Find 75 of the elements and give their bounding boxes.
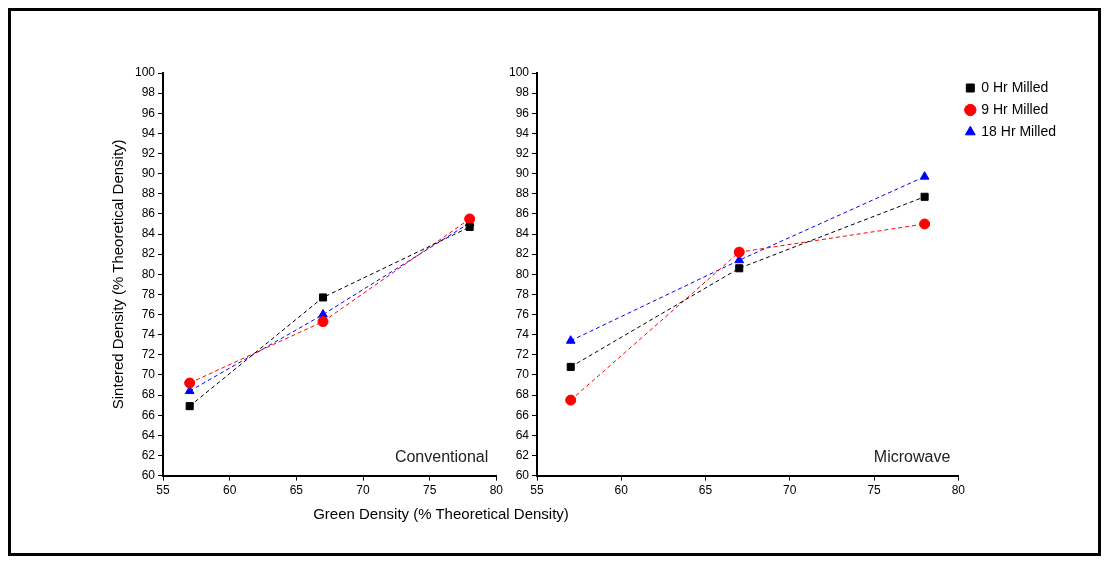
point (317, 316, 329, 328)
x-tick-label: 80 (951, 483, 966, 498)
y-tick-label: 96 (141, 105, 156, 120)
y-tick-label: 82 (515, 246, 530, 261)
y-tick-label: 98 (141, 85, 156, 100)
point (465, 222, 474, 232)
point (565, 394, 577, 406)
x-axis-title: Green Density (% Theoretical Density) (312, 505, 570, 522)
y-tick-label: 68 (141, 387, 156, 402)
y-tick-label: 60 (141, 467, 156, 482)
y-axis-title: Sintered Density (% Theoretical Density) (109, 139, 127, 410)
y-tick-label: 84 (141, 226, 156, 241)
y-tick-label: 90 (515, 165, 530, 180)
point (920, 192, 929, 201)
y-tick-label: 74 (515, 327, 530, 341)
point (919, 218, 931, 230)
x-tick-label: 70 (356, 483, 370, 498)
y-tick-label: 98 (515, 85, 530, 100)
y-tick-label: 78 (515, 286, 530, 301)
point (318, 293, 328, 302)
x-tick-label: 75 (867, 483, 882, 498)
y-tick-label: 96 (515, 105, 530, 120)
legend-label: 18 Hr Milled (981, 122, 1057, 139)
y-tick-label: 78 (141, 286, 156, 301)
x-tick-label: 75 (422, 483, 437, 498)
y-tick-label: 68 (515, 387, 530, 402)
y-tick-label: 94 (515, 125, 530, 140)
point (919, 171, 930, 180)
x-tick-label: 70 (783, 483, 797, 498)
point (735, 264, 744, 273)
y-tick-label: 94 (141, 125, 156, 140)
y-tick-label: 66 (515, 407, 530, 422)
y-tick-label: 86 (141, 206, 156, 221)
x-tick-label: 55 (530, 483, 545, 498)
y-tick-label: 88 (141, 186, 156, 201)
y-tick-label: 90 (141, 165, 156, 180)
y-tick-label: 88 (515, 186, 530, 201)
y-tick-label: 92 (515, 145, 530, 160)
x-tick-label: 60 (223, 483, 237, 498)
point (184, 377, 196, 389)
x-tick-label: 80 (489, 483, 504, 498)
y-tick-label: 76 (141, 306, 156, 321)
y-tick-label: 62 (515, 447, 530, 462)
y-tick-label: 64 (141, 427, 156, 442)
y-tick-label: 84 (515, 226, 530, 241)
y-tick-label: 60 (515, 467, 530, 482)
y-tick-label: 72 (141, 347, 156, 362)
y-tick-label: 62 (141, 447, 156, 462)
y-tick-label: 72 (515, 347, 530, 362)
y-tick-label: 74 (141, 327, 156, 341)
annotation: Microwave (873, 447, 951, 465)
y-tick-label: 82 (141, 246, 156, 261)
y-tick-label: 80 (141, 266, 156, 281)
y-tick-label: 76 (515, 306, 530, 321)
point (185, 402, 194, 411)
x-tick-label: 55 (156, 483, 171, 498)
x-tick-label: 60 (614, 483, 629, 498)
y-tick-label: 70 (515, 367, 530, 382)
legend-label: 0 Hr Milled (981, 78, 1049, 95)
y-tick-label: 66 (141, 407, 156, 422)
y-tick-label: 100 (134, 65, 156, 80)
y-tick-label: 80 (515, 266, 530, 281)
annotation: Conventional (394, 447, 489, 465)
y-tick-label: 86 (515, 206, 530, 221)
point (565, 335, 576, 344)
y-tick-label: 70 (141, 367, 156, 382)
y-tick-label: 92 (141, 145, 156, 160)
y-tick-label: 64 (515, 427, 530, 442)
legend-label: 9 Hr Milled (981, 100, 1049, 117)
x-tick-label: 65 (698, 483, 713, 498)
y-tick-label: 100 (508, 65, 530, 80)
point (566, 362, 575, 371)
point (318, 309, 328, 318)
x-tick-label: 65 (289, 483, 304, 498)
point (733, 246, 745, 258)
